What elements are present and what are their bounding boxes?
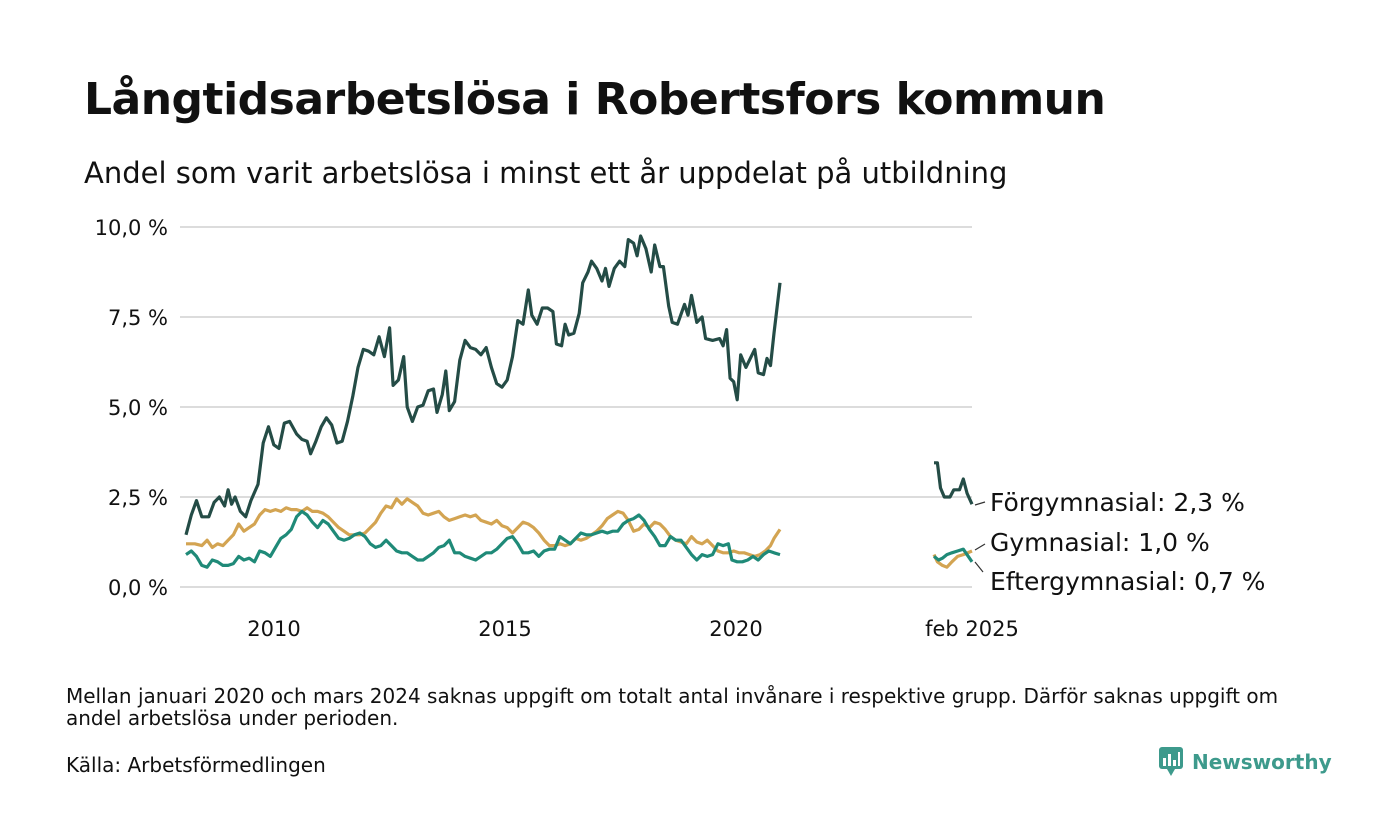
newsworthy-logo: Newsworthy (1158, 746, 1332, 778)
y-tick-label: 5,0 % (108, 396, 168, 420)
y-tick-label: 7,5 % (108, 306, 168, 330)
series-tail-gymnasial (932, 549, 973, 569)
gridlines (180, 226, 972, 588)
series-end-labels: Förgymnasial: 2,3 % Gymnasial: 1,0 % Efter… (974, 488, 1265, 596)
chart-subtitle: Andel som varit arbetslösa i minst ett å… (84, 156, 1008, 190)
end-label-connector (974, 543, 986, 551)
y-tick-label: 10,0 % (95, 216, 168, 240)
series-line-förgymnasial (184, 234, 782, 536)
chart-title: Långtidsarbetslösa i Robertsfors kommun (84, 74, 1106, 125)
x-tick-label: 2015 (478, 617, 531, 641)
y-tick-label: 0,0 % (108, 576, 168, 600)
source-text: Källa: Arbetsförmedlingen (66, 753, 326, 777)
brand-name: Newsworthy (1192, 750, 1332, 774)
series-end-label: Gymnasial: 1,0 % (990, 528, 1210, 557)
x-tick-label: feb 2025 (925, 617, 1019, 641)
series-line-eftergymnasial (185, 509, 781, 569)
y-tick-label: 2,5 % (108, 486, 168, 510)
end-label-connector (974, 561, 984, 573)
footnote: Mellan januari 2020 och mars 2024 saknas… (66, 684, 1279, 730)
series-tail-förgymnasial (934, 461, 974, 505)
line-chart: 0,0 % 2,5 % 5,0 % 7,5 % 10,0 % 2010 2015 2020 f… (95, 216, 1266, 641)
series-tail-eftergymnasial (933, 547, 974, 563)
series-end-label: Förgymnasial: 2,3 % (990, 488, 1245, 517)
x-tick-label: 2020 (709, 617, 762, 641)
x-tick-label: 2010 (247, 617, 300, 641)
y-axis-labels: 0,0 % 2,5 % 5,0 % 7,5 % 10,0 % (95, 216, 168, 600)
newsworthy-logo-icon (1159, 747, 1183, 776)
x-axis-labels: 2010 2015 2020 feb 2025 (247, 617, 1019, 641)
series-end-label: Eftergymnasial: 0,7 % (990, 567, 1265, 596)
series-lines (184, 234, 974, 569)
end-label-connector (974, 501, 986, 506)
